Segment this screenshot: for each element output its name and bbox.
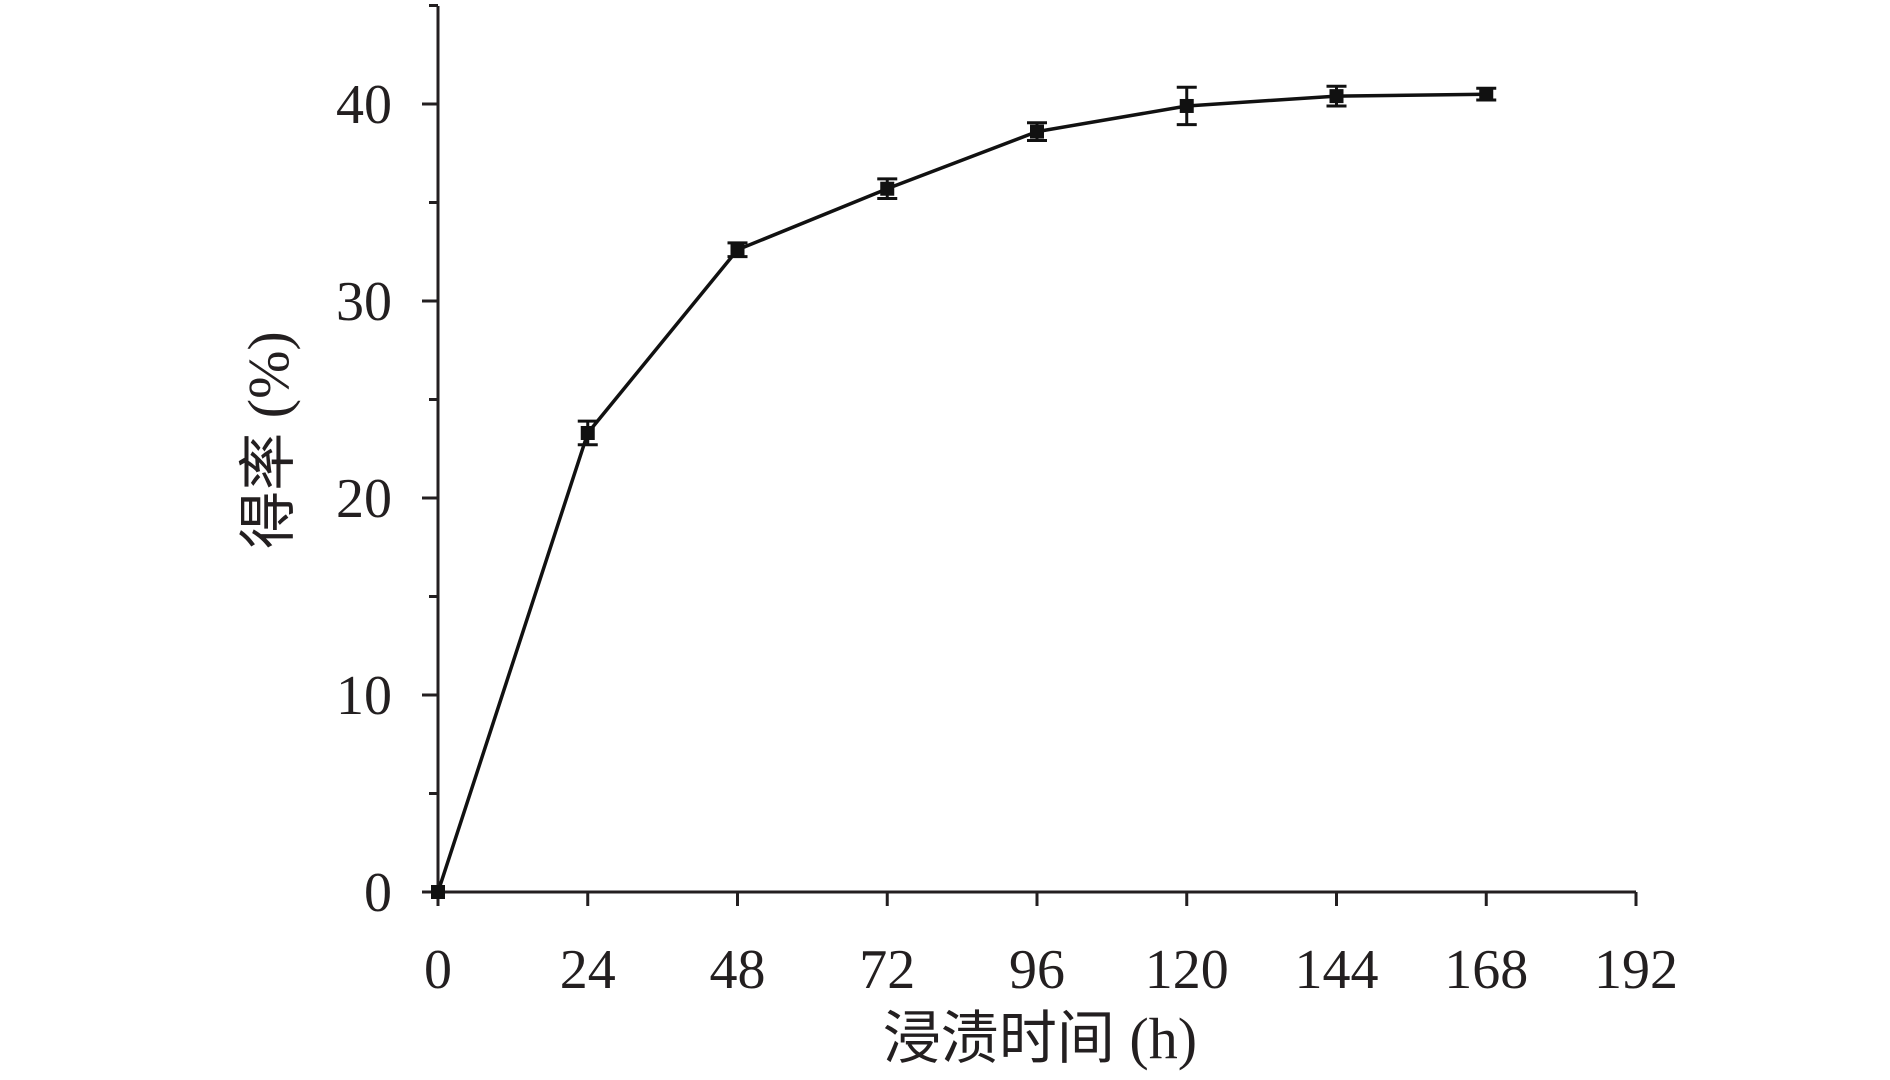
x-tick-label: 120 <box>1145 939 1229 1001</box>
axes: 0 24 48 72 96 120 144 168 192 0 10 20 30 40 <box>336 4 1678 1001</box>
data-point <box>730 242 745 257</box>
y-tick-label: 40 <box>336 74 392 136</box>
x-tick-label: 0 <box>424 939 452 1001</box>
data-point <box>1329 89 1344 104</box>
data-point <box>580 425 595 440</box>
series-layer <box>431 84 1497 899</box>
x-axis-title: 浸渍时间 (h) <box>883 1006 1197 1071</box>
data-point <box>880 181 895 196</box>
data-point <box>1030 124 1044 139</box>
data-point <box>1479 87 1494 102</box>
x-tick-label: 72 <box>859 939 915 1001</box>
x-tick-label: 96 <box>1009 939 1065 1001</box>
y-tick-label: 10 <box>336 665 392 727</box>
data-point <box>1179 98 1194 113</box>
x-tick-label: 24 <box>560 939 616 1001</box>
x-tick-label: 144 <box>1295 939 1379 1001</box>
y-tick-label: 0 <box>364 862 392 924</box>
y-axis-title: 得率 (%) <box>236 331 301 548</box>
data-point <box>431 885 445 899</box>
x-tick-label: 192 <box>1594 939 1678 1001</box>
series-line <box>436 92 1487 893</box>
y-tick-label: 20 <box>336 468 392 530</box>
y-tick-label: 30 <box>336 271 392 333</box>
x-tick-label: 48 <box>710 939 766 1001</box>
x-tick-label: 168 <box>1444 939 1528 1001</box>
